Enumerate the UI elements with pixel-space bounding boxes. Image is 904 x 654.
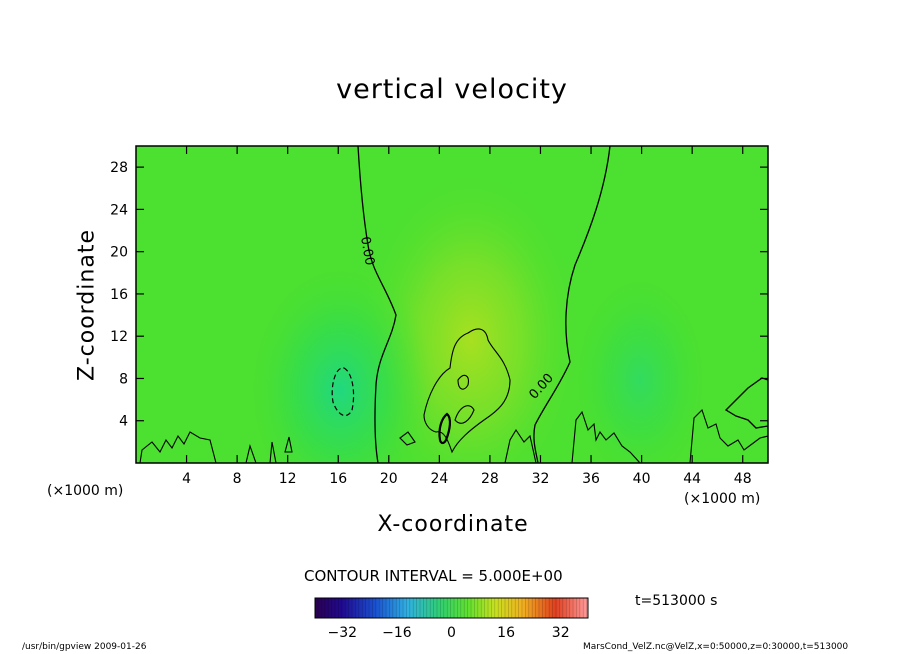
colorbar xyxy=(314,597,589,619)
y-axis-label: Z-coordinate xyxy=(74,229,100,381)
y-tick-label-4: 20 xyxy=(110,245,128,261)
contour-interval-label: CONTOUR INTERVAL = 5.000E+00 xyxy=(304,567,563,585)
x-tick-label-10: 44 xyxy=(683,471,701,487)
colorbar-tick-label-3: 16 xyxy=(497,625,515,641)
positive-contour-10 xyxy=(438,412,452,445)
x-tick-label-4: 20 xyxy=(380,471,398,487)
lower-boundary-contours xyxy=(139,408,768,463)
colorbar-tick-label-1: −16 xyxy=(382,625,412,641)
colorbar-tick-label-2: 0 xyxy=(447,625,456,641)
footer-data-source: MarsCond_VelZ.nc@VelZ,x=0:50000,z=0:3000… xyxy=(583,642,849,652)
colorbar-ticks: −32 −16 0 16 32 xyxy=(328,625,570,641)
colorbar-tick-label-4: 32 xyxy=(552,625,570,641)
x-unit-label-right: (×1000 m) xyxy=(684,491,761,507)
plot-frame xyxy=(135,145,769,464)
y-tick-label-6: 28 xyxy=(110,160,128,176)
y-tick-label-1: 8 xyxy=(119,371,128,387)
y-tick-label-0: 4 xyxy=(119,414,128,430)
downdraft-shading-right xyxy=(570,270,710,463)
x-tick-label-0: 4 xyxy=(182,471,191,487)
x-tick-label-2: 12 xyxy=(279,471,297,487)
negative-contour xyxy=(331,367,355,417)
x-tick-label-7: 32 xyxy=(532,471,550,487)
x-tick-label-11: 48 xyxy=(734,471,752,487)
zero-contour-right xyxy=(533,146,611,463)
x-tick-label-6: 28 xyxy=(481,471,499,487)
x-tick-label-8: 36 xyxy=(582,471,600,487)
right-cell-contour xyxy=(724,377,768,429)
downdraft-shading-left xyxy=(245,260,435,463)
positive-contour-5 xyxy=(423,328,511,454)
x-tick-label-5: 24 xyxy=(430,471,448,487)
x-unit-label-left: (×1000 m) xyxy=(47,483,124,499)
contour-label-0: 0.00 xyxy=(357,235,377,266)
footer-program-date: /usr/bin/gpview 2009-01-26 xyxy=(22,642,147,652)
x-tick-label-9: 40 xyxy=(633,471,651,487)
inner-contour xyxy=(454,374,475,424)
chart-title: vertical velocity xyxy=(336,74,568,105)
y-tick-label-5: 24 xyxy=(110,202,128,218)
time-label: t=513000 s xyxy=(635,593,718,609)
y-tick-label-2: 12 xyxy=(110,329,128,345)
y-tick-label-3: 16 xyxy=(110,287,128,303)
x-tick-label-1: 8 xyxy=(233,471,242,487)
x-tick-label-3: 16 xyxy=(329,471,347,487)
colorbar-tick-label-0: −32 xyxy=(328,625,358,641)
zero-contour-left xyxy=(357,146,397,463)
colorbar-stripes xyxy=(317,598,587,618)
x-axis-label: X-coordinate xyxy=(377,512,529,537)
